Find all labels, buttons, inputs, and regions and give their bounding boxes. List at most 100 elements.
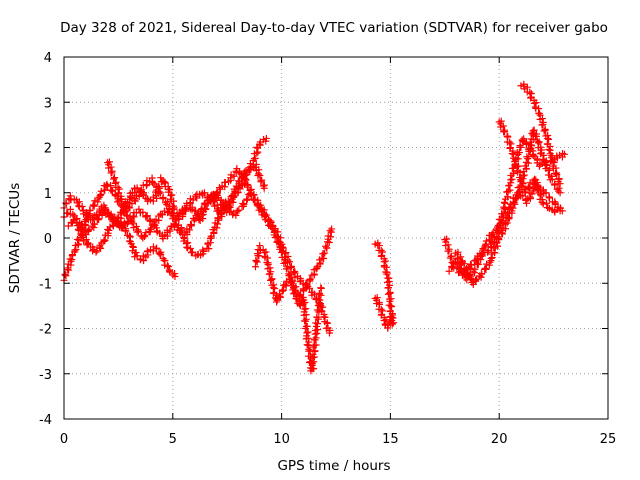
data-point: [459, 258, 467, 266]
data-point: [269, 223, 277, 231]
data-point: [299, 301, 307, 309]
data-point: [536, 150, 544, 158]
data-point: [312, 334, 320, 342]
data-point: [119, 223, 127, 231]
data-point: [151, 221, 159, 229]
data-point: [538, 198, 546, 206]
data-point: [516, 142, 524, 150]
data-point: [94, 215, 102, 223]
data-point: [64, 222, 72, 230]
series-track-m: [517, 80, 564, 188]
data-point: [548, 152, 556, 160]
data-point: [321, 249, 329, 257]
x-tick-label: 5: [169, 432, 177, 447]
data-point: [446, 254, 454, 262]
data-point: [304, 341, 312, 349]
data-point: [104, 209, 112, 217]
y-tick-label: -3: [39, 368, 52, 383]
data-point: [139, 208, 147, 216]
data-point: [143, 212, 151, 220]
data-point: [249, 196, 257, 204]
data-point: [526, 88, 534, 96]
data-point: [137, 186, 145, 194]
data-point: [275, 239, 283, 247]
data-point: [489, 229, 497, 237]
data-point: [222, 198, 230, 206]
data-point: [231, 188, 239, 196]
data-point: [277, 293, 285, 301]
data-point: [265, 217, 273, 225]
data-point: [135, 205, 143, 213]
data-point: [535, 138, 543, 146]
data-point: [447, 252, 455, 260]
data-point: [277, 248, 285, 256]
data-point: [113, 198, 121, 206]
data-point: [553, 171, 561, 179]
data-point: [310, 365, 318, 373]
data-point: [486, 258, 494, 266]
data-point: [75, 202, 83, 210]
data-point: [253, 149, 261, 157]
x-tick-label: 25: [600, 432, 617, 447]
data-point: [260, 184, 268, 192]
data-point: [299, 293, 307, 301]
data-point: [268, 224, 276, 232]
series-track-c: [60, 160, 268, 284]
data-point: [554, 187, 562, 195]
data-point: [227, 171, 235, 179]
data-point: [457, 253, 465, 261]
data-point: [242, 167, 250, 175]
data-point: [545, 135, 553, 143]
data-point: [322, 242, 330, 250]
series-track-k: [452, 126, 564, 288]
data-point: [522, 199, 530, 207]
x-tick-labels: 0 5 10 15 20 25: [60, 432, 616, 447]
data-point: [510, 164, 518, 172]
series-track-j: [445, 179, 566, 284]
data-point: [386, 297, 394, 305]
data-point: [317, 284, 325, 292]
data-point: [92, 248, 100, 256]
data-point: [157, 189, 165, 197]
data-point: [290, 268, 298, 276]
data-point: [257, 178, 265, 186]
data-point: [510, 199, 518, 207]
data-point: [542, 199, 550, 207]
data-point: [310, 358, 318, 366]
data-point: [506, 186, 514, 194]
data-point: [498, 210, 506, 218]
data-point: [542, 189, 550, 197]
data-point: [538, 115, 546, 123]
data-point: [105, 226, 113, 234]
data-point: [266, 264, 274, 272]
data-point: [525, 146, 533, 154]
data-point: [314, 326, 322, 334]
data-point: [160, 207, 168, 215]
data-point: [555, 175, 563, 183]
data-point: [200, 247, 208, 255]
data-point: [171, 222, 179, 230]
data-point: [159, 195, 167, 203]
axis-ticks: [63, 56, 609, 420]
data-point: [384, 324, 392, 332]
data-point: [488, 230, 496, 238]
data-point: [443, 235, 451, 243]
data-point: [234, 183, 242, 191]
data-point: [147, 224, 155, 232]
data-point: [123, 211, 131, 219]
series-track-l: [495, 117, 564, 216]
data-point: [541, 126, 549, 134]
data-point: [291, 289, 299, 297]
data-point: [107, 186, 115, 194]
data-point: [518, 136, 526, 144]
data-point: [556, 207, 564, 215]
data-point: [297, 276, 305, 284]
data-point: [311, 348, 319, 356]
data-point: [178, 231, 186, 239]
data-point: [282, 265, 290, 273]
data-point: [530, 126, 538, 134]
x-tick-label: 20: [491, 432, 508, 447]
data-point: [316, 302, 324, 310]
data-point: [546, 194, 554, 202]
data-point: [250, 196, 258, 204]
